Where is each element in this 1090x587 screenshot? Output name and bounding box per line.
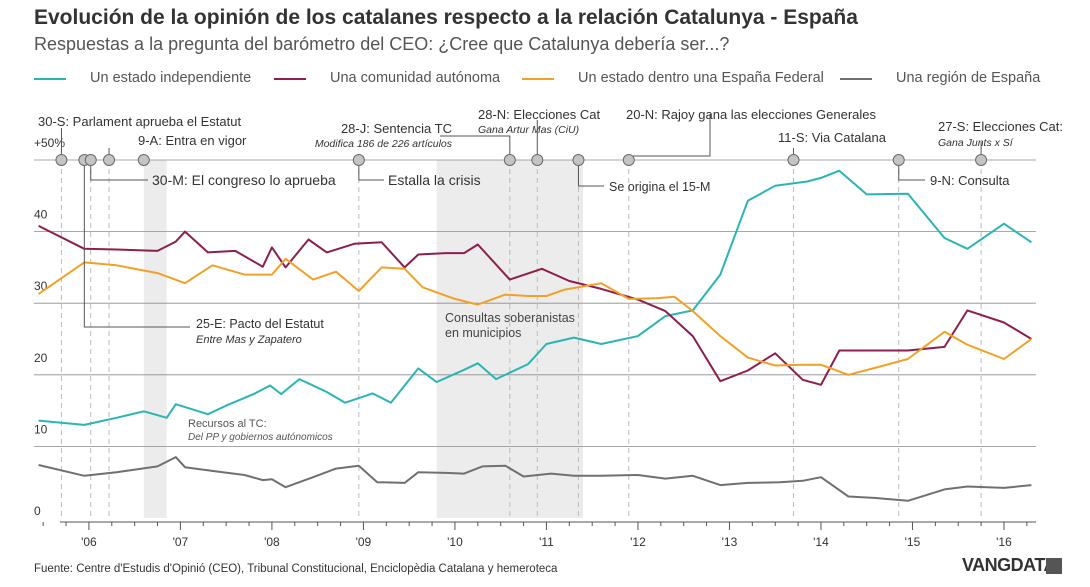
event-marker	[975, 154, 988, 166]
y-tick-label: 40	[34, 208, 48, 222]
event-marker	[352, 154, 365, 166]
event-note: Gana Junts x Sí	[938, 137, 1014, 149]
legend-label: Una comunidad autónoma	[330, 70, 501, 86]
annotation-line: en municipios	[445, 326, 521, 340]
y-tick-label: 30	[34, 279, 48, 293]
event-note: Modifica 186 de 226 artículos	[315, 138, 453, 150]
legend-swatch	[522, 78, 554, 80]
annotation-line: Consultas soberanistas	[445, 311, 575, 325]
event-leader	[440, 135, 511, 160]
event-leader	[898, 160, 925, 181]
event-marker	[892, 154, 905, 166]
chart-subtitle: Respuestas a la pregunta del barómetro d…	[34, 34, 730, 54]
x-tick-label: '13	[722, 535, 738, 549]
event-label: 9-A: Entra en vigor	[138, 133, 247, 148]
legend-swatch	[34, 78, 66, 80]
event-label: 28-N: Elecciones Cat	[478, 107, 600, 122]
event-leader	[358, 160, 384, 181]
y-tick-label: 0	[34, 504, 41, 518]
event-marker	[55, 154, 68, 166]
legend-swatch	[274, 78, 306, 80]
event-label: 25-E: Pacto del Estatut	[196, 317, 324, 331]
event-marker	[137, 154, 150, 166]
y-tick-label: 20	[34, 351, 48, 365]
event-marker	[572, 154, 585, 166]
legend-swatch	[840, 78, 872, 80]
brand-name: VANGDATA	[962, 555, 1057, 575]
series-line-2	[38, 257, 1032, 376]
event-label: 20-N: Rajoy gana las elecciones Generale…	[626, 107, 877, 122]
legend-label: Un estado dentro una España Federal	[578, 70, 824, 86]
event-marker	[787, 154, 800, 166]
event-label: 11-S: Via Catalana	[778, 130, 887, 145]
event-note: Gana Artur Mas (CiU)	[478, 124, 579, 136]
series-line-0	[38, 169, 1032, 426]
event-marker	[103, 154, 116, 166]
event-label: 30-M: El congreso lo aprueba	[152, 172, 336, 188]
x-tick-label: '09	[356, 535, 372, 549]
event-label: 28-J: Sentencia TC	[341, 121, 452, 136]
chart-title: Evolución de la opinión de los catalanes…	[34, 6, 858, 29]
chart-legend: Un estado independiente Una comunidad au…	[34, 69, 1074, 89]
event-label: 9-N: Consulta	[930, 173, 1010, 188]
event-label: 27-S: Elecciones Cat:	[938, 119, 1063, 134]
x-tick-label: '06	[81, 535, 97, 549]
event-note: Del PP y gobiernos autónomicos	[188, 432, 333, 443]
x-tick-label: '14	[813, 535, 829, 549]
event-note: Entre Mas y Zapatero	[196, 334, 302, 346]
event-label: 30-S: Parlament aprueba el Estatut	[38, 114, 241, 129]
event-marker	[622, 154, 635, 166]
x-tick-label: '08	[264, 535, 280, 549]
series-line-1	[38, 225, 1032, 386]
event-label: Estalla la crisis	[388, 172, 481, 188]
event-marker	[503, 154, 516, 166]
brand-logo: VANGDATA	[962, 555, 1062, 579]
legend-label: Un estado independiente	[90, 70, 252, 86]
event-marker	[84, 154, 97, 166]
event-marker	[531, 154, 544, 166]
x-tick-label: '11	[539, 535, 554, 549]
event-leader	[90, 160, 148, 181]
y-tick-label: 10	[34, 422, 48, 436]
x-tick-label: '07	[173, 535, 189, 549]
event-leader	[83, 160, 190, 328]
y-tick-label: +50%	[34, 136, 65, 150]
x-tick-label: '15	[905, 535, 921, 549]
series-line-3	[38, 456, 1032, 502]
x-tick-label: '12	[630, 535, 646, 549]
event-label: Recursos al TC:	[188, 418, 267, 430]
legend-label: Una región de España	[896, 70, 1041, 86]
x-tick-label: '10	[447, 535, 463, 549]
event-label: Se origina el 15-M	[609, 180, 710, 194]
brand-mark-icon	[1046, 558, 1062, 574]
event-leader	[577, 160, 604, 187]
source-note: Fuente: Centre d'Estudis d'Opinió (CEO),…	[34, 563, 558, 575]
x-tick-label: '16	[996, 535, 1012, 549]
